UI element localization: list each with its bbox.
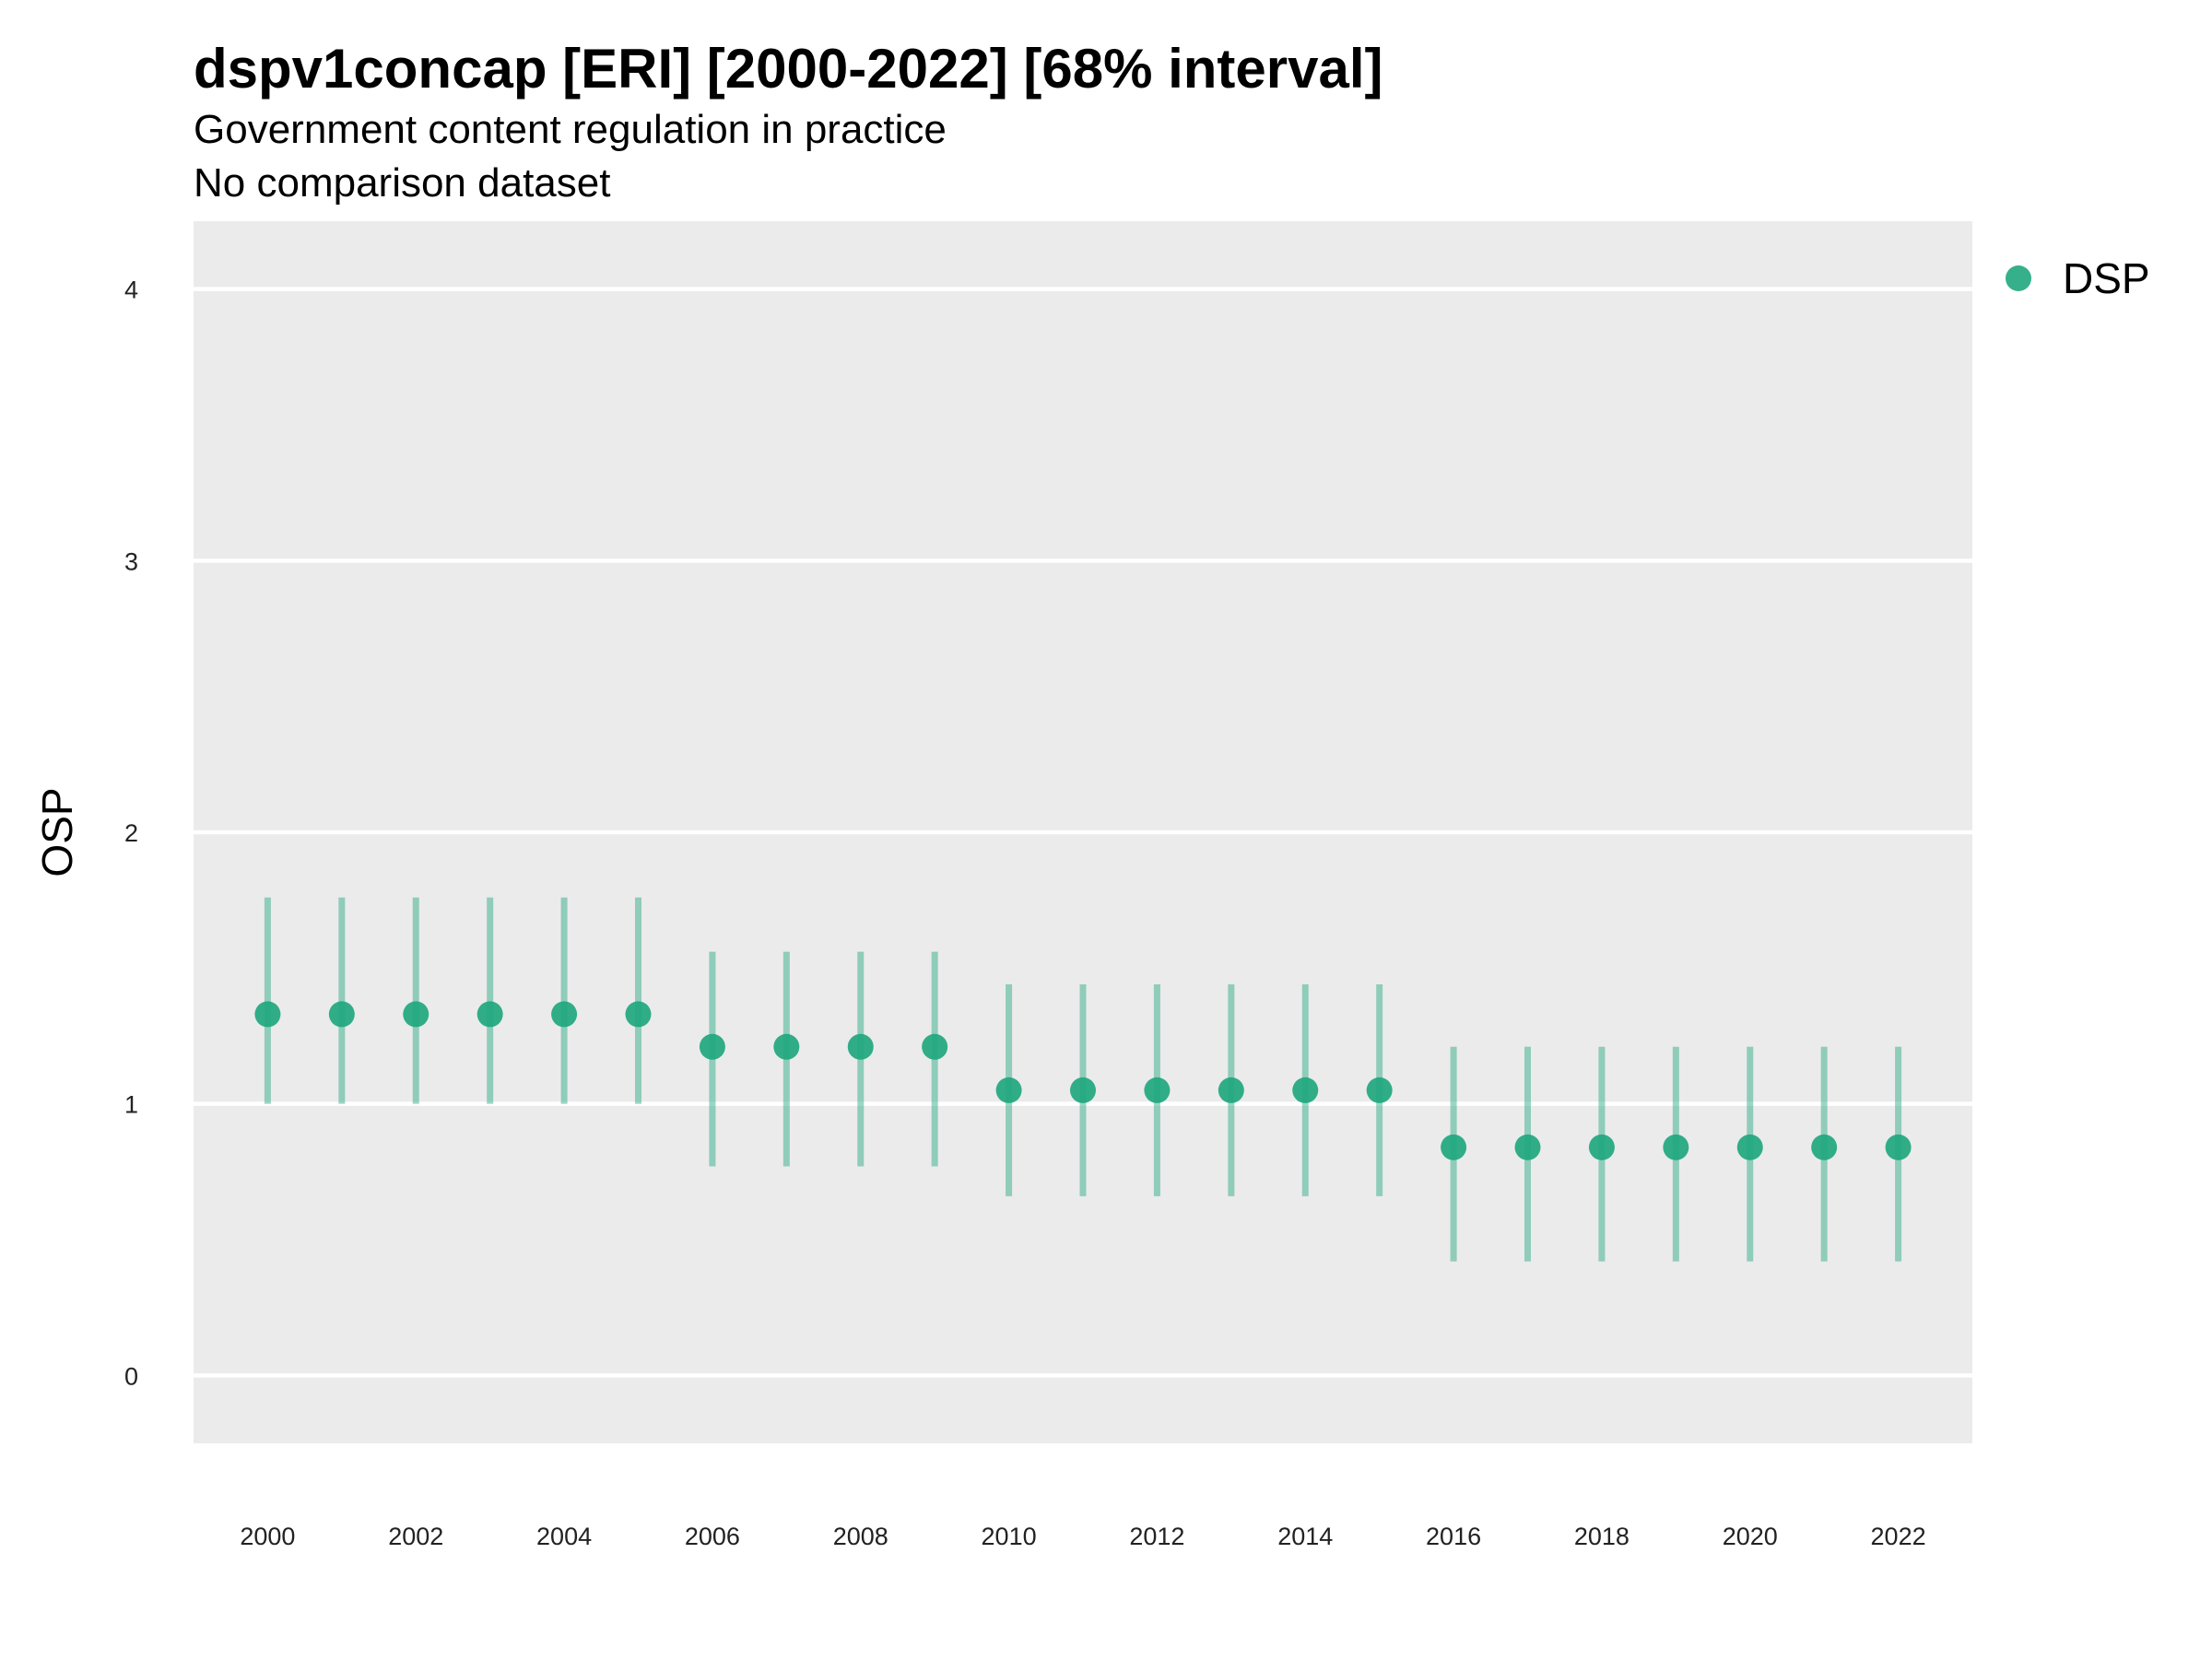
data-point (1366, 1077, 1393, 1103)
data-point (1144, 1077, 1171, 1103)
y-axis-label: OSP (33, 787, 81, 877)
chart-subtitle: Government content regulation in practic… (194, 107, 947, 152)
chart-title: dspv1concap [ERI] [2000-2022] [68% inter… (194, 38, 1383, 100)
data-point (1663, 1134, 1689, 1160)
x-tick-label: 2008 (833, 1523, 888, 1550)
data-point (1588, 1134, 1615, 1160)
x-tick-label: 2014 (1277, 1523, 1333, 1550)
data-point (1441, 1134, 1467, 1160)
data-point (1811, 1134, 1838, 1160)
data-point (403, 1001, 429, 1028)
x-tick-label: 2004 (536, 1523, 592, 1550)
y-tick-label: 1 (124, 1091, 138, 1119)
data-point (1070, 1077, 1096, 1103)
data-point (1514, 1134, 1541, 1160)
gridlines (194, 287, 1972, 1378)
data-point (995, 1077, 1022, 1103)
y-tick-label: 0 (124, 1362, 138, 1390)
data-point (551, 1001, 578, 1028)
x-tick-label: 2006 (685, 1523, 740, 1550)
y-tick-label: 4 (124, 276, 138, 304)
chart-subtitle-comparison: No comparison dataset (194, 160, 610, 206)
x-tick-label: 2018 (1574, 1523, 1630, 1550)
data-point (922, 1033, 948, 1060)
data-point (477, 1001, 503, 1028)
data-point (847, 1033, 874, 1060)
data-points (254, 1001, 1912, 1160)
x-tick-label: 2012 (1129, 1523, 1184, 1550)
x-tick-label: 2002 (388, 1523, 443, 1550)
x-tick-label: 2016 (1426, 1523, 1481, 1550)
data-point (1736, 1134, 1763, 1160)
x-tick-label: 2000 (240, 1523, 295, 1550)
data-point (699, 1033, 725, 1060)
data-point (328, 1001, 355, 1028)
data-point (773, 1033, 800, 1060)
data-point (625, 1001, 652, 1028)
y-tick-label: 3 (124, 547, 138, 575)
x-tick-label: 2020 (1723, 1523, 1778, 1550)
data-point (254, 1001, 281, 1028)
data-point (1292, 1077, 1319, 1103)
data-point (1885, 1134, 1912, 1160)
legend-marker-dsp (2006, 265, 2031, 291)
x-axis-ticks: 2000 2002 2004 2006 2008 2010 2012 2014 2016 2018… (240, 1523, 1925, 1550)
legend: DSP (2006, 254, 2150, 302)
legend-label-dsp: DSP (2063, 254, 2150, 302)
x-tick-label: 2022 (1871, 1523, 1926, 1550)
data-point (1218, 1077, 1244, 1103)
y-tick-label: 2 (124, 819, 138, 847)
y-axis-ticks: 0 1 2 3 4 (124, 276, 138, 1391)
x-tick-label: 2010 (982, 1523, 1037, 1550)
